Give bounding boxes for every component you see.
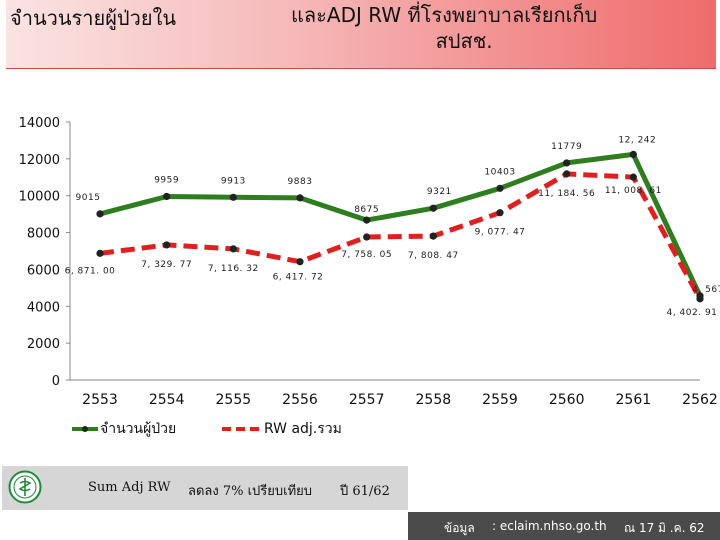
source-url: : eclaim.nhso.go.th <box>492 519 607 533</box>
page-title: จำนวนรายผู้ป่วยใน <box>10 6 177 30</box>
summary-metric: Sum Adj RW <box>88 480 171 495</box>
source-label: ข้อมูล <box>444 521 475 535</box>
data-label-patients: 12, 242 <box>618 135 656 145</box>
y-tick-label: 14000 <box>19 116 60 131</box>
data-label-patients: 8675 <box>354 205 379 215</box>
legend-swatch-rw <box>222 427 262 431</box>
data-point-patients <box>496 184 504 192</box>
x-tick-label: 2561 <box>616 392 652 408</box>
data-label-rw: 6, 871. 00 <box>65 266 116 276</box>
data-point-rw <box>229 245 237 253</box>
data-point-rw <box>696 295 704 303</box>
x-tick-label: 2559 <box>482 392 518 408</box>
x-tick-label: 2556 <box>282 392 318 408</box>
title-banner: จำนวนรายผู้ป่วยใน และADJ RW ที่โรงพยาบาล… <box>6 0 716 69</box>
data-point-patients <box>429 204 437 212</box>
data-label-patients: 11779 <box>551 142 582 152</box>
x-tick-label: 2554 <box>149 392 185 408</box>
data-point-patients <box>563 159 571 167</box>
y-axis: 0 2000 4000 6000 8000 10000 12000 14000 <box>19 116 71 389</box>
summary-box: Sum Adj RW ลดลง 7% เปรียบเทียบ ปี 61/62 <box>2 466 408 510</box>
data-label-patients: 9321 <box>427 187 452 197</box>
data-label-patients: 9015 <box>76 193 101 203</box>
data-label-patients: 9959 <box>154 175 179 185</box>
x-axis: 2553 2554 2555 2556 2557 2558 2559 2560 2561 2562 <box>70 379 718 408</box>
data-label-rw: 9, 077. 47 <box>475 228 526 238</box>
chart-legend: จำนวนผู้ป่วย RW adj.รวม <box>60 418 460 444</box>
data-label-patients: 4, 567 <box>692 285 720 295</box>
x-tick-label: 2560 <box>549 392 585 408</box>
data-point-patients <box>296 194 304 202</box>
y-tick-label: 4000 <box>27 300 60 315</box>
data-point-rw <box>296 258 304 266</box>
data-label-rw: 7, 758. 05 <box>341 250 392 260</box>
legend-label-patients: จำนวนผู้ป่วย <box>100 421 177 437</box>
data-point-patients <box>629 150 637 158</box>
data-point-rw <box>563 170 571 178</box>
series-layer <box>96 150 704 303</box>
data-point-rw <box>629 173 637 181</box>
legend-item-patients: จำนวนผู้ป่วย <box>70 418 176 440</box>
data-point-patients <box>363 216 371 224</box>
data-label-rw: 11, 008. 61 <box>605 186 662 196</box>
y-tick-label: 2000 <box>27 337 60 352</box>
y-tick-label: 10000 <box>19 190 60 205</box>
data-point-rw <box>363 233 371 241</box>
data-point-rw <box>96 249 104 257</box>
data-label-rw: 7, 808. 47 <box>408 251 459 261</box>
series-line-patients <box>99 151 703 297</box>
x-tick-label: 2555 <box>216 392 252 408</box>
summary-period: ปี 61/62 <box>340 484 390 499</box>
data-point-patients <box>96 210 104 218</box>
title-line-2: สปสช. <box>435 29 493 53</box>
x-tick-label: 2562 <box>682 392 718 408</box>
data-point-rw <box>496 209 504 217</box>
data-labels: 9015 9959 9913 9883 8675 9321 10403 11779 12, 24… <box>65 135 720 317</box>
data-point-patients <box>163 192 171 201</box>
legend-label-rw: RW adj.รวม <box>264 421 342 437</box>
data-point-rw <box>429 232 437 240</box>
series-line-rw <box>99 171 703 301</box>
data-label-patients: 9883 <box>288 177 313 187</box>
summary-change: ลดลง 7% เปรียบเทียบ <box>188 484 313 499</box>
data-label-patients: 10403 <box>484 167 515 177</box>
data-point-rw <box>163 241 171 249</box>
data-point-patients <box>229 193 237 201</box>
source-bar: ข้อมูล : eclaim.nhso.go.th ณ 17 มิ .ค. 6… <box>408 512 720 540</box>
data-label-patients: 9913 <box>221 176 246 186</box>
y-tick-label: 0 <box>52 374 60 389</box>
line-chart: 0 2000 4000 6000 8000 10000 12000 14000 2553 255… <box>0 110 720 440</box>
title-line-1: และADJ RW ที่โรงพยาบาลเรียกเก็บ <box>291 3 598 27</box>
x-tick-label: 2553 <box>82 392 118 408</box>
data-label-rw: 6, 417. 72 <box>273 273 324 283</box>
data-label-rw: 11, 184. 56 <box>538 189 595 199</box>
x-tick-label: 2557 <box>349 392 385 408</box>
x-tick-label: 2558 <box>416 392 452 408</box>
data-label-rw: 7, 116. 32 <box>208 264 259 274</box>
data-label-rw: 7, 329. 77 <box>141 260 192 270</box>
ministry-logo-icon <box>8 470 42 504</box>
legend-swatch-patients <box>72 426 98 432</box>
legend-item-rw: RW adj.รวม <box>220 418 342 440</box>
page-title-secondary: และADJ RW ที่โรงพยาบาลเรียกเก็บ สปสช. <box>291 2 597 54</box>
y-tick-label: 12000 <box>19 153 60 168</box>
y-tick-label: 8000 <box>27 227 60 242</box>
y-tick-label: 6000 <box>27 263 60 278</box>
data-label-rw: 4, 402. 91 <box>667 308 718 318</box>
source-date: ณ 17 มิ .ค. 62 <box>624 521 705 535</box>
